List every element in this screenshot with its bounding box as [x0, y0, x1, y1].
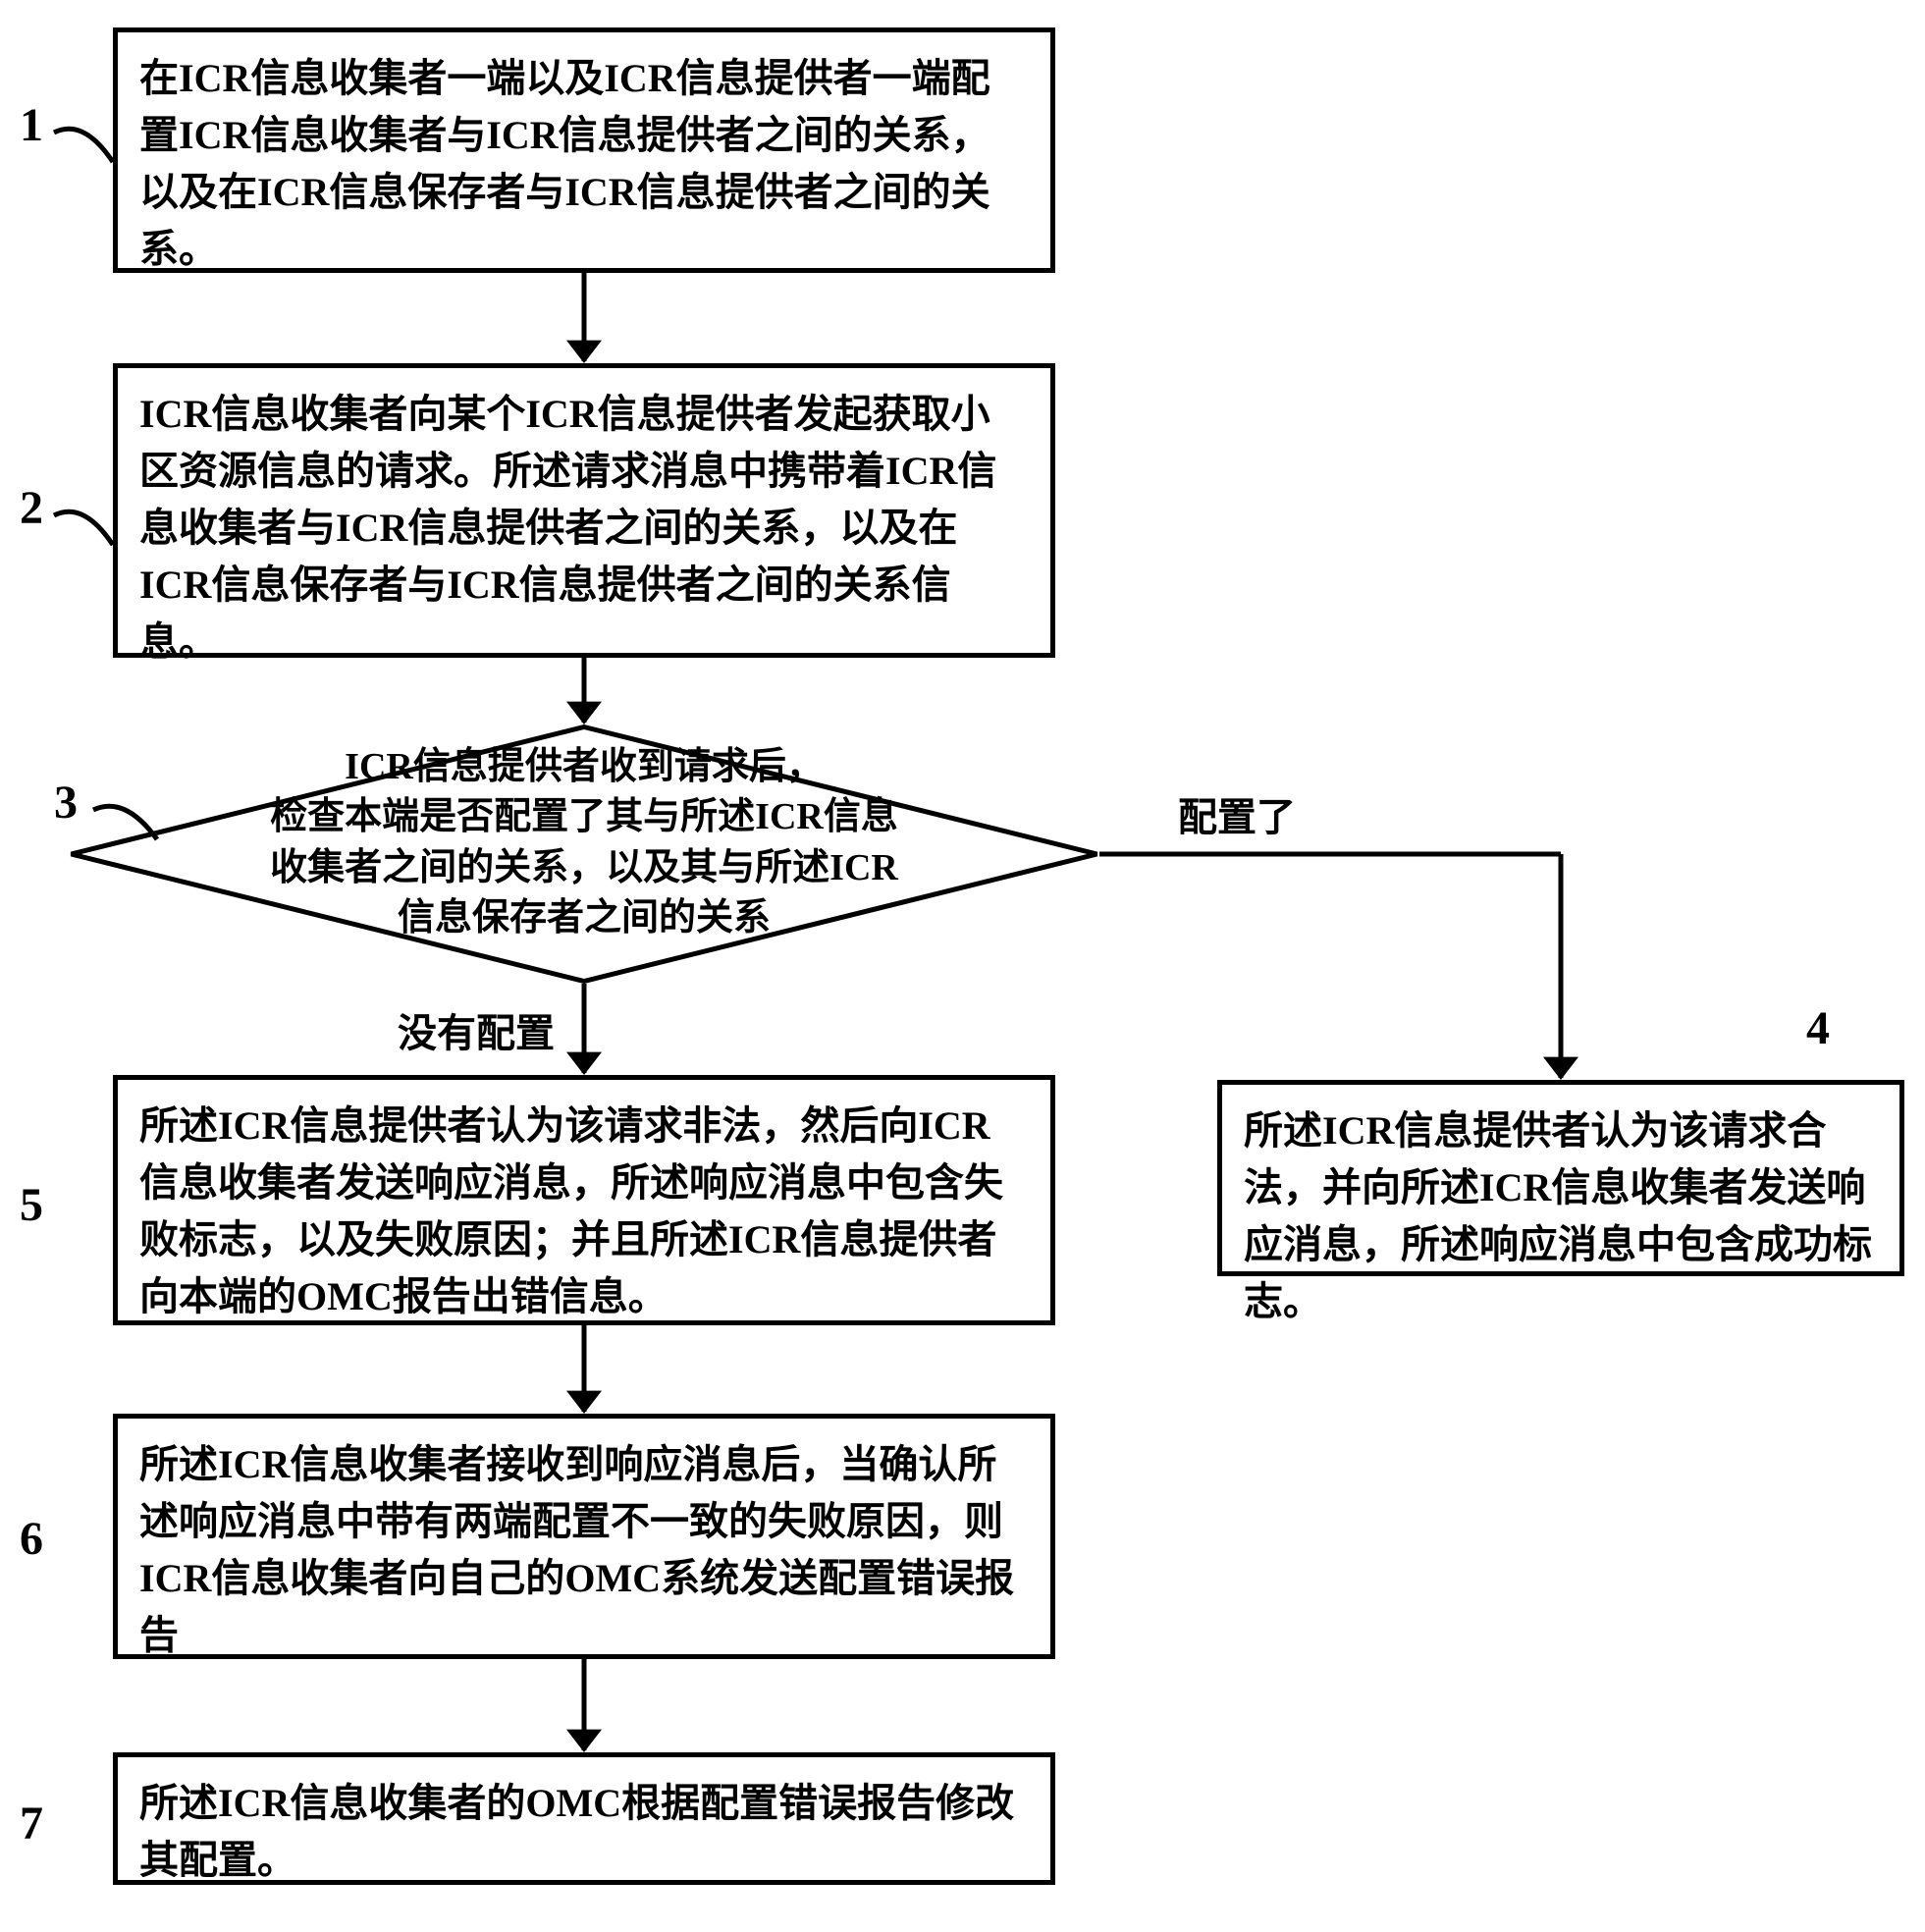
- step-4-text: 所述ICR信息提供者认为该请求合法，并向所述ICR信息收集者发送响应消息，所述响…: [1244, 1108, 1872, 1323]
- step-6-text: 所述ICR信息收集者接收到响应消息后，当确认所述响应消息中带有两端配置不一致的失…: [139, 1442, 1014, 1657]
- step-number-6: 6: [20, 1512, 43, 1566]
- step-5-box: 所述ICR信息提供者认为该请求非法，然后向ICR信息收集者发送响应消息，所述响应…: [113, 1075, 1055, 1325]
- step-1-text: 在ICR信息收集者一端以及ICR信息提供者一端配置ICR信息收集者与ICR信息提…: [139, 56, 990, 271]
- step-5-text: 所述ICR信息提供者认为该请求非法，然后向ICR信息收集者发送响应消息，所述响应…: [139, 1103, 1003, 1318]
- step-number-5: 5: [20, 1178, 43, 1232]
- step-number-4: 4: [1806, 1001, 1830, 1055]
- step-4-box: 所述ICR信息提供者认为该请求合法，并向所述ICR信息收集者发送响应消息，所述响…: [1217, 1080, 1904, 1276]
- step-7-text: 所述ICR信息收集者的OMC根据配置错误报告修改其配置。: [139, 1781, 1014, 1882]
- edge-label-configured: 配置了: [1178, 785, 1296, 842]
- edge-label-not-configured: 没有配置: [398, 1001, 555, 1058]
- step-number-7: 7: [20, 1797, 43, 1851]
- step-2-box: ICR信息收集者向某个ICR信息提供者发起获取小区资源信息的请求。所述请求消息中…: [113, 363, 1055, 658]
- step-6-box: 所述ICR信息收集者接收到响应消息后，当确认所述响应消息中带有两端配置不一致的失…: [113, 1414, 1055, 1659]
- step-7-box: 所述ICR信息收集者的OMC根据配置错误报告修改其配置。: [113, 1752, 1055, 1885]
- flowchart-canvas: 在ICR信息收集者一端以及ICR信息提供者一端配置ICR信息收集者与ICR信息提…: [0, 0, 1925, 1932]
- step-2-text: ICR信息收集者向某个ICR信息提供者发起获取小区资源信息的请求。所述请求消息中…: [139, 392, 996, 664]
- step-number-2: 2: [20, 481, 43, 535]
- step-1-box: 在ICR信息收集者一端以及ICR信息提供者一端配置ICR信息收集者与ICR信息提…: [113, 27, 1055, 273]
- step-number-1: 1: [20, 98, 43, 152]
- step-number-3: 3: [54, 776, 78, 830]
- decision-text: ICR信息提供者收到请求后，检查本端是否配置了其与所述ICR信息收集者之间的关系…: [172, 742, 996, 943]
